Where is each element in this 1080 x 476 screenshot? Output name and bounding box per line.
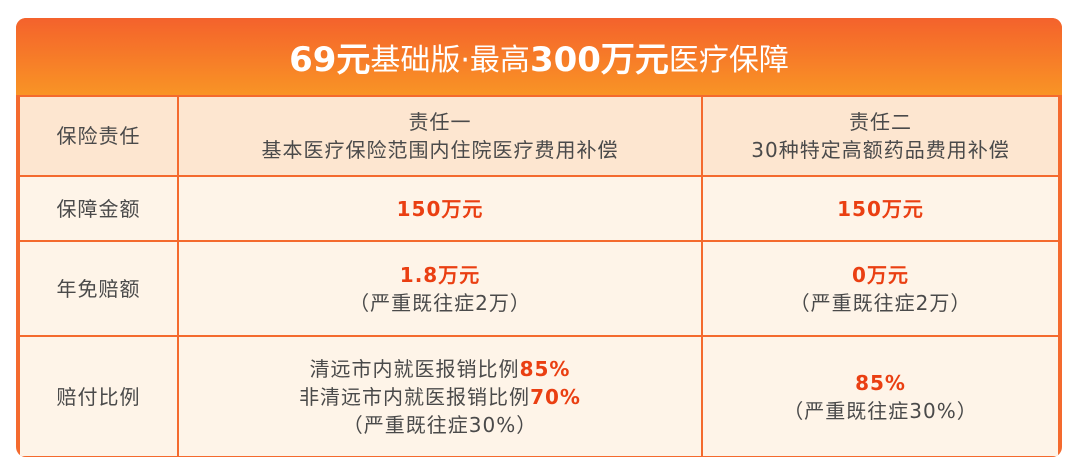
cell: 责任一基本医疗保险范围内住院医疗费用补偿 — [177, 95, 703, 177]
title-amount: 300万元 — [529, 40, 669, 80]
cell-line: 责任二 — [849, 110, 912, 134]
cell-value: 1.8万元 — [399, 262, 481, 287]
cell: 0万元 （严重既往症2万） — [701, 240, 1060, 337]
row-label: 赔付比例 — [18, 335, 179, 457]
coverage-table: 保险责任 责任一基本医疗保险范围内住院医疗费用补偿 责任二 30种特定高额药品费用… — [18, 95, 1060, 457]
cell: 150万元 — [177, 175, 703, 242]
cell-line: 非清远市内就医报销比例70% — [180, 383, 700, 411]
title-text: 基础版·最高 — [370, 42, 530, 78]
cell: 85% （严重既往症30%） — [701, 335, 1060, 457]
cell-line: 清远市内就医报销比例85% — [180, 355, 700, 383]
cell-value: 85% — [519, 356, 571, 381]
cell-note: （严重既往症2万） — [349, 290, 531, 315]
cell-line: 30种特定高额药品费用补偿 — [751, 138, 1010, 162]
cell-line: 基本医疗保险范围内住院医疗费用补偿 — [261, 138, 619, 162]
cell: 1.8万元 （严重既往症2万） — [177, 240, 703, 337]
cell-note: （严重既往症30%） — [342, 412, 538, 437]
table-row: 年免赔额 1.8万元 （严重既往症2万） 0万元 （严重既往症2万） — [18, 240, 1060, 337]
table-row: 保险责任 责任一基本医疗保险范围内住院医疗费用补偿 责任二 30种特定高额药品费用… — [18, 95, 1060, 177]
cell-value: 0万元 — [852, 262, 909, 287]
row-label: 保险责任 — [18, 95, 179, 177]
cell: 清远市内就医报销比例85% 非清远市内就医报销比例70% （严重既往症30%） — [177, 335, 703, 457]
cell-note: （严重既往症2万） — [789, 290, 972, 315]
cell: 责任二 30种特定高额药品费用补偿 — [701, 95, 1060, 177]
title-price: 69元 — [289, 40, 371, 80]
cell-text: 清远市内就医报销比例 — [309, 356, 520, 381]
table-row: 赔付比例 清远市内就医报销比例85% 非清远市内就医报销比例70% （严重既往症… — [18, 335, 1060, 457]
title-text-2: 医疗保障 — [668, 42, 789, 78]
row-label: 保障金额 — [18, 175, 179, 242]
table-row: 保障金额 150万元 150万元 — [18, 175, 1060, 242]
coverage-card: 69元 基础版·最高 300万元 医疗保障 保险责任 责任一基本医疗保险范围内住… — [16, 18, 1062, 457]
cell-value: 85% — [855, 370, 906, 395]
cell-line: 责任一 — [408, 110, 472, 134]
card-title: 69元 基础版·最高 300万元 医疗保障 — [16, 18, 1062, 95]
cell-value: 70% — [530, 384, 581, 409]
row-label: 年免赔额 — [18, 240, 179, 337]
cell-text: 非清远市内就医报销比例 — [299, 384, 531, 409]
cell: 150万元 — [701, 175, 1060, 242]
cell-note: （严重既往症30%） — [783, 398, 978, 423]
